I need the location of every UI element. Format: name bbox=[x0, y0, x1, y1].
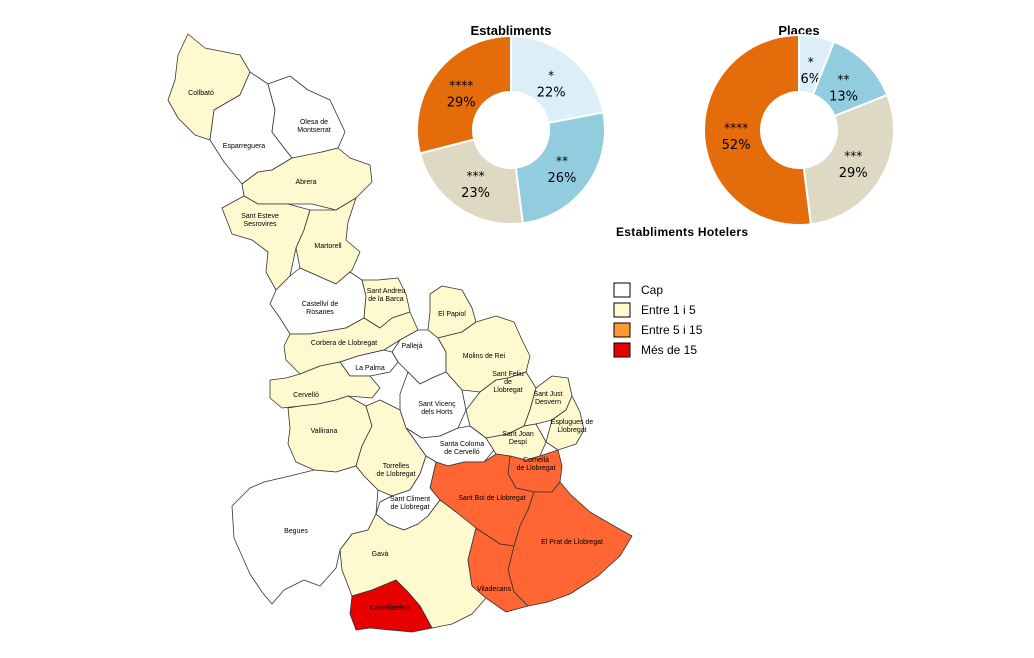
municipality-label-molins: Molins de Rei bbox=[463, 353, 506, 360]
legend-label-low: Entre 1 i 5 bbox=[641, 303, 696, 317]
municipality-cervello bbox=[269, 361, 381, 409]
slice-value-label: 13% bbox=[829, 89, 858, 104]
slice-category-label: **** bbox=[724, 121, 748, 135]
municipality-labels-layer: Collbató Esparreguera Olesa de Montserrat Ab… bbox=[188, 90, 603, 612]
slice-category-label: ** bbox=[556, 154, 568, 168]
municipality-label-abrera: Abrera bbox=[295, 179, 316, 186]
slice-category-label: * bbox=[808, 55, 814, 69]
slice-category-label: *** bbox=[467, 169, 485, 183]
municipality-label-cervello: Cervelló bbox=[293, 392, 319, 399]
legend-label-mid: Entre 5 i 15 bbox=[641, 323, 703, 337]
donut-slice bbox=[416, 34, 512, 155]
slice-category-label: **** bbox=[449, 78, 473, 92]
municipality-label-martorell: Martorell bbox=[314, 243, 342, 250]
municipality-label-sant-andreu: Sant Andreu de la Barca bbox=[367, 288, 406, 303]
municipality-label-sant-boi: Sant Boi de Llobregat bbox=[458, 495, 525, 502]
municipality-label-santa-coloma: Santa Coloma de Cervelló bbox=[440, 441, 484, 456]
slice-category-label: ** bbox=[838, 72, 850, 86]
slice-value-label: 6% bbox=[800, 72, 821, 87]
donut-chart-1: Places * 6% ** 13% *** 29% **** 52% bbox=[703, 23, 895, 226]
slice-value-label: 22% bbox=[537, 85, 566, 100]
municipality-label-sant-vicenc: Sant Vicenç dels Horts bbox=[418, 401, 456, 416]
municipality-label-collbato: Collbató bbox=[188, 90, 214, 97]
municipality-castelldefels bbox=[349, 579, 433, 633]
legend-swatch-cap bbox=[613, 282, 631, 298]
municipality-label-cornella: Cornellà de Llobregat bbox=[517, 457, 556, 472]
municipality-label-torrelles: Torrelles de Llobregat bbox=[377, 463, 416, 478]
donut-slice bbox=[418, 138, 524, 225]
municipality-label-castelldefels: Castelldefels bbox=[370, 605, 411, 612]
municipality-label-esplugues: Esplugues de Llobregat bbox=[551, 419, 594, 434]
municipality-martorell bbox=[295, 197, 361, 285]
municipality-label-corbera: Corbera de Llobregat bbox=[311, 340, 377, 347]
pie-charts-layer: Establiments*22%**26%***23%****29%Places… bbox=[416, 23, 895, 226]
donut-slice bbox=[514, 111, 606, 225]
municipality-label-sant-joan: Sant Joan Despí bbox=[502, 431, 534, 446]
municipality-label-el-prat: El Prat de Llobregat bbox=[541, 539, 603, 546]
municipality-label-vallirana: Vallirana bbox=[311, 428, 338, 435]
municipality-esplugues bbox=[545, 395, 585, 451]
donut-slice bbox=[510, 34, 605, 125]
slice-value-label: 52% bbox=[722, 138, 751, 153]
municipality-label-castellvi: Castellví de Rosanes bbox=[302, 301, 339, 316]
municipality-label-olesa: Olesa de Montserrat bbox=[297, 119, 331, 134]
legend-label-cap: Cap bbox=[641, 283, 663, 297]
slice-value-label: 29% bbox=[447, 95, 476, 110]
donut-slice bbox=[703, 33, 813, 226]
slice-value-label: 23% bbox=[461, 186, 490, 201]
municipalities-layer bbox=[167, 33, 633, 633]
slice-category-label: * bbox=[548, 68, 554, 82]
municipality-label-begues: Begues bbox=[284, 528, 308, 535]
municipality-label-la-palma: La Palma bbox=[355, 365, 385, 372]
municipality-label-palleja: Pallejà bbox=[401, 343, 422, 350]
donut-slice bbox=[802, 93, 895, 226]
municipality-sant-esteve bbox=[221, 195, 311, 291]
slice-value-label: 26% bbox=[548, 171, 577, 186]
legend-label-high: Més de 15 bbox=[641, 343, 697, 357]
municipality-viladecans bbox=[467, 527, 529, 613]
legend-swatch-mid bbox=[613, 322, 631, 338]
municipality-label-sant-climent: Sant Climent de Llobregat bbox=[390, 496, 430, 511]
municipality-label-el-papiol: El Papiol bbox=[438, 311, 466, 318]
map-title: Establiments Hotelers bbox=[616, 225, 748, 239]
donut-chart-0: Establiments * 22% ** 26% *** 23% **** 29% bbox=[416, 23, 606, 225]
legend: Cap Entre 1 i 5 Entre 5 i 15 Més de 15 bbox=[613, 282, 703, 358]
legend-swatch-low bbox=[613, 302, 631, 318]
municipality-label-sant-esteve: Sant Esteve Sesrovires bbox=[241, 213, 279, 228]
municipality-label-viladecans: Viladecans bbox=[477, 586, 512, 593]
chart-title: Establiments bbox=[471, 23, 552, 38]
slice-value-label: 29% bbox=[839, 166, 868, 181]
municipality-el-prat bbox=[507, 481, 633, 607]
municipality-label-sant-just: Sant Just Desvern bbox=[533, 391, 562, 406]
municipality-label-esparreguera: Esparreguera bbox=[223, 143, 266, 150]
municipality-label-gava: Gavà bbox=[372, 551, 389, 558]
chart-title: Places bbox=[778, 23, 819, 38]
slice-category-label: *** bbox=[844, 149, 862, 163]
municipality-label-sant-feliu: Sant Feliu de Llobregat bbox=[492, 371, 524, 394]
legend-swatch-high bbox=[613, 342, 631, 358]
